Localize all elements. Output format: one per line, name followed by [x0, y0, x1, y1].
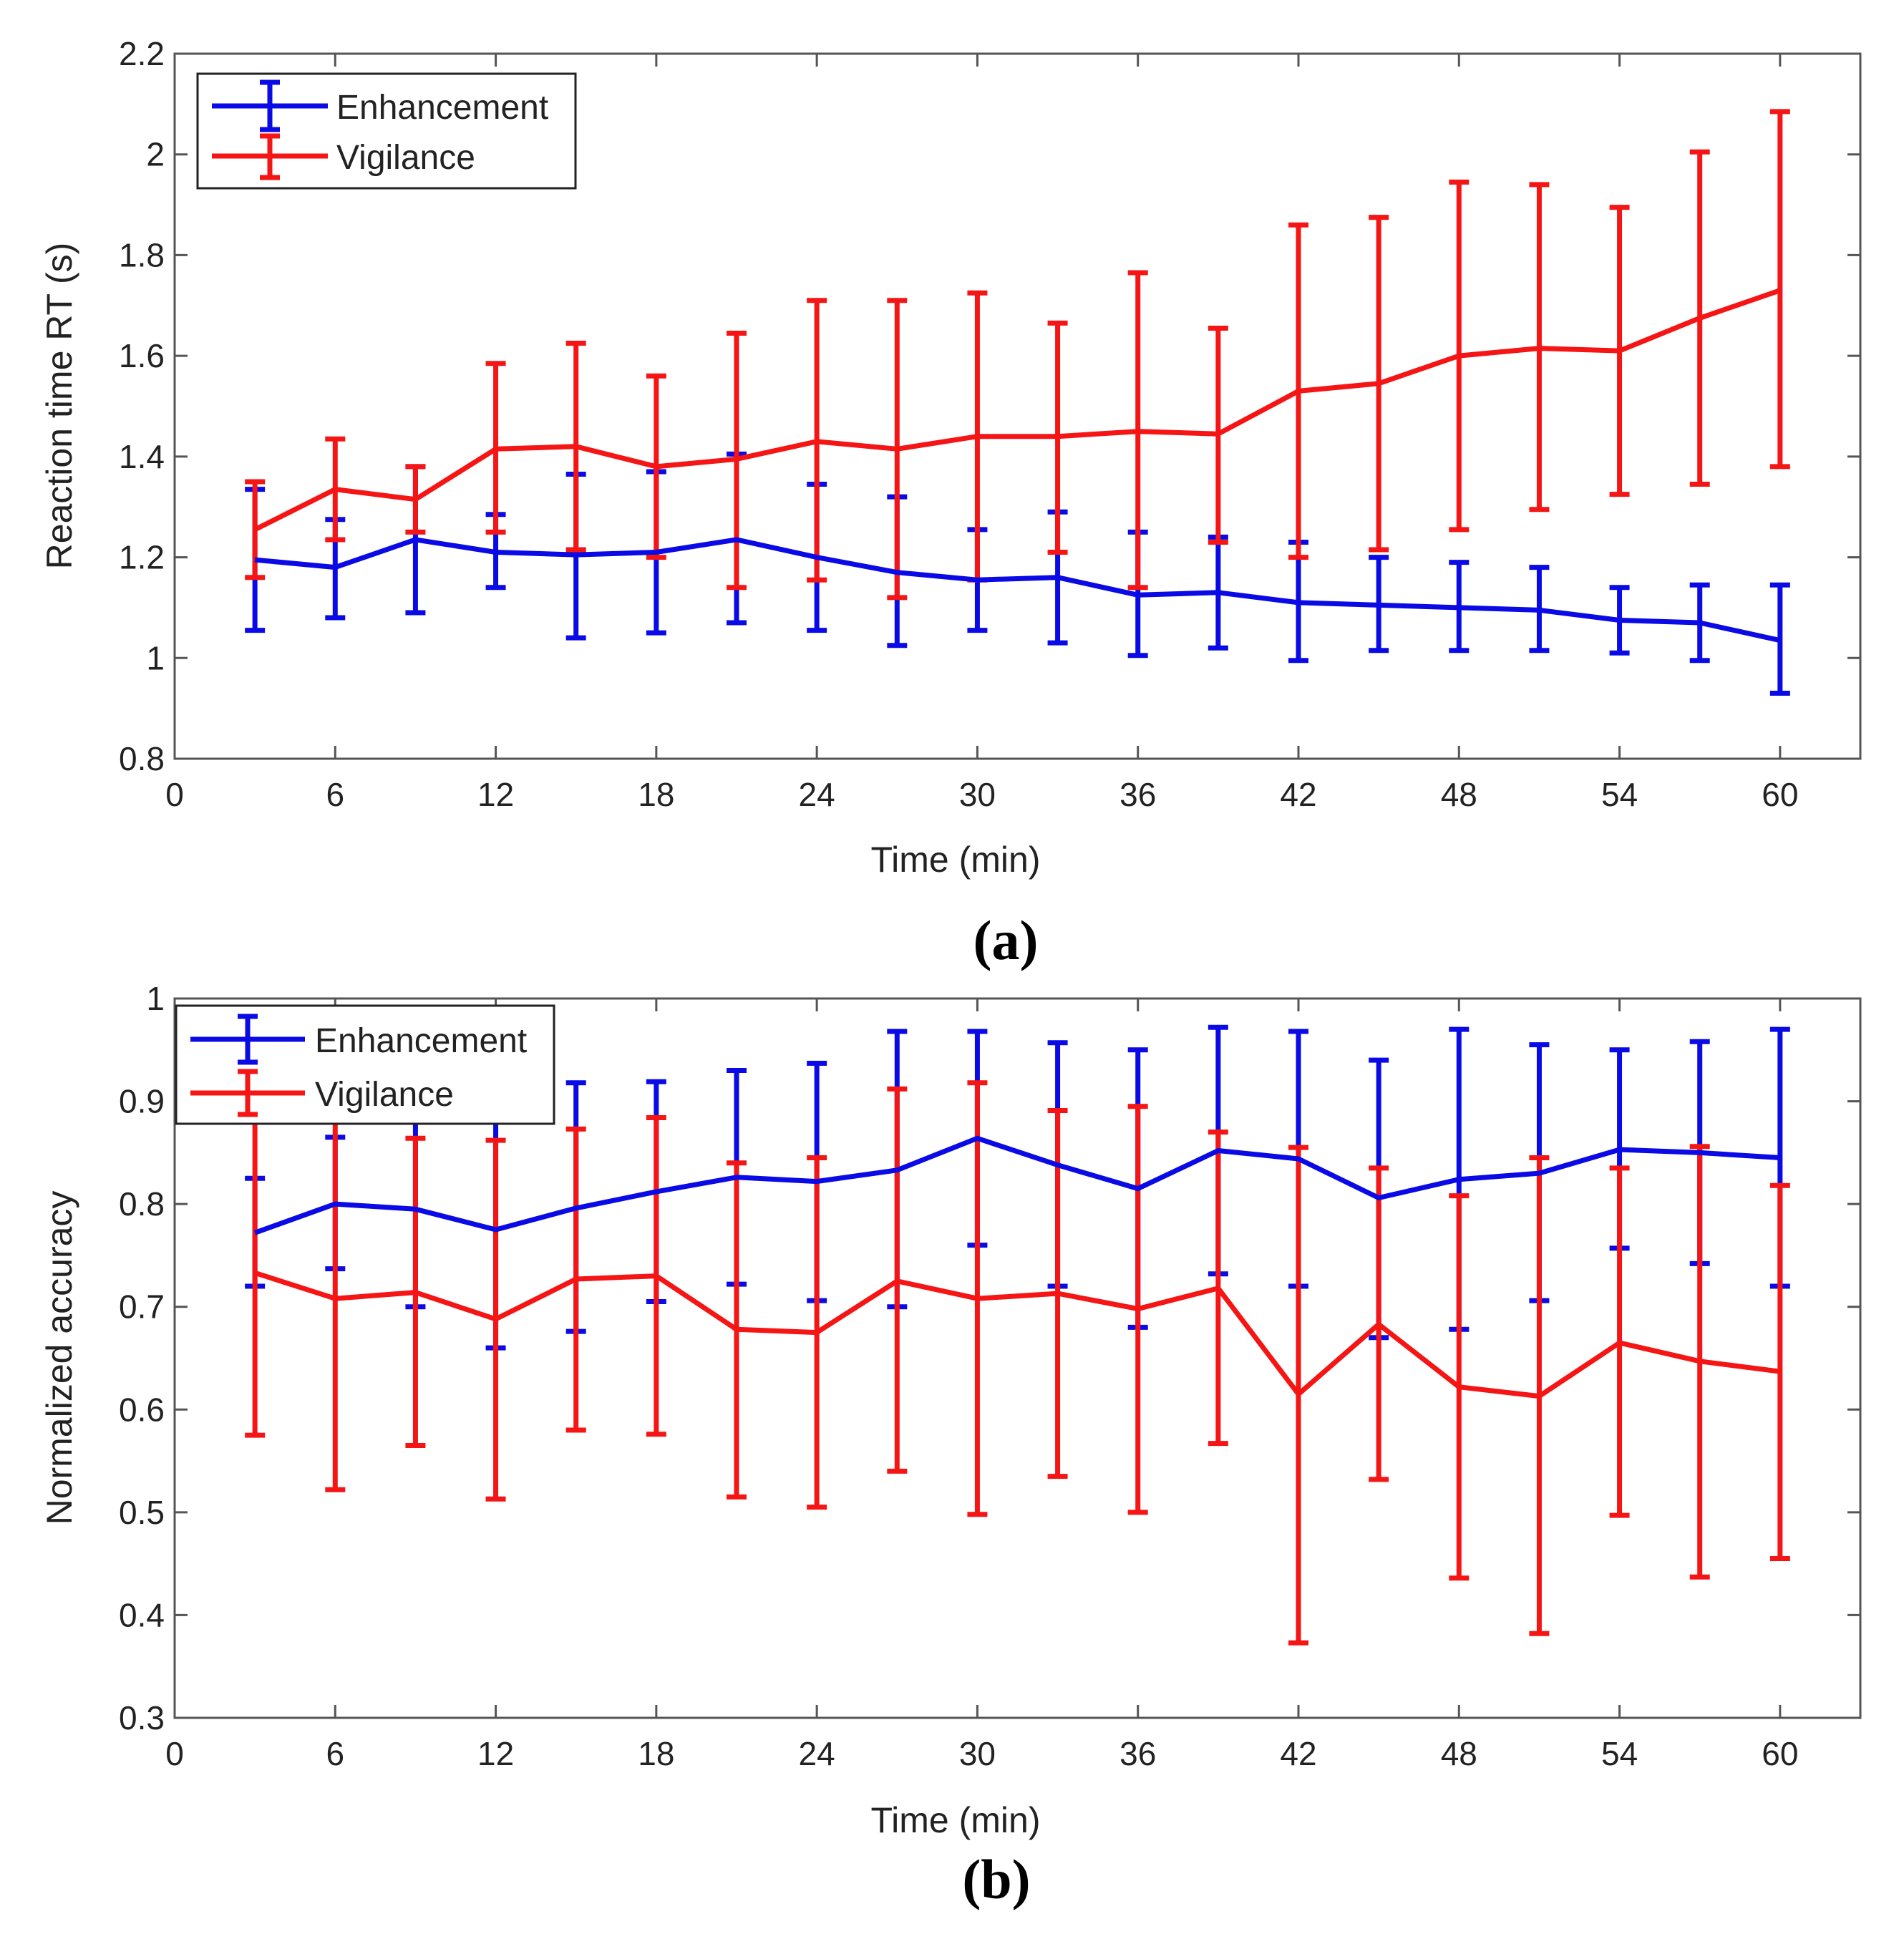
y-tick-label: 0.8 — [119, 740, 165, 777]
x-tick-label: 30 — [959, 1735, 996, 1772]
y-tick-label: 0.9 — [119, 1083, 165, 1120]
y-tick-label: 1 — [146, 639, 165, 676]
y-tick-label: 0.3 — [119, 1699, 165, 1736]
x-tick-label: 0 — [165, 1735, 184, 1772]
x-tick-label: 54 — [1601, 1735, 1638, 1772]
y-tick-label: 0.5 — [119, 1494, 165, 1531]
x-tick-label: 60 — [1762, 1735, 1798, 1772]
legend-item-enhancement: Enhancement — [212, 79, 548, 132]
x-tick-label: 36 — [1119, 1735, 1156, 1772]
legend: Enhancement Vigilance — [175, 1004, 555, 1125]
error-bar-vigilance — [1769, 109, 1790, 470]
x-tick-label: 18 — [638, 776, 674, 813]
legend-label-vigilance: Vigilance — [315, 1076, 454, 1114]
y-tick-label: 0.7 — [119, 1288, 165, 1326]
series-line-vigilance — [254, 1270, 1781, 1399]
series-line-enhancement — [253, 1135, 1781, 1235]
x-tick-label: 12 — [477, 776, 514, 813]
x-tick-label: 12 — [477, 1735, 514, 1772]
y-tick-label: 2.2 — [119, 35, 165, 72]
y-tick-label: 1 — [146, 980, 165, 1017]
x-axis-label: Time (min) — [870, 840, 1040, 880]
legend-item-vigilance: Vigilance — [212, 133, 475, 180]
x-axis: 0 6 12 18 24 30 36 42 48 54 60 — [165, 54, 1798, 813]
x-tick-label: 42 — [1280, 1735, 1316, 1772]
legend-label-vigilance: Vigilance — [336, 139, 475, 177]
chart-b: 0.3 0.4 0.5 0.6 0.7 0.8 0.9 1 0 6 12 18 24 30 36 42 48 5… — [39, 980, 1862, 1910]
y-tick-label: 1.8 — [119, 236, 165, 273]
x-tick-label: 0 — [165, 776, 184, 813]
x-tick-label: 42 — [1280, 776, 1316, 813]
x-axis-label: Time (min) — [870, 1800, 1040, 1840]
y-tick-label: 0.4 — [119, 1596, 165, 1633]
x-tick-label: 48 — [1441, 1735, 1477, 1772]
chart-a: 0.8 1 1.2 1.4 1.6 1.8 2 2.2 0 6 12 18 24 30 36 42 48 54 6… — [39, 35, 1862, 971]
x-tick-label: 6 — [326, 776, 344, 813]
y-tick-label: 1.4 — [119, 438, 165, 475]
series-line-vigilance — [253, 288, 1782, 533]
legend: Enhancement Vigilance — [196, 72, 577, 190]
y-axis-label: Reaction time RT (s) — [39, 243, 79, 570]
legend-item-enhancement: Enhancement — [190, 1014, 527, 1065]
series-line-enhancement — [254, 537, 1781, 643]
y-tick-label: 1.2 — [119, 539, 165, 576]
x-tick-label: 54 — [1601, 776, 1638, 813]
legend-item-vigilance: Vigilance — [190, 1069, 454, 1117]
panel-label: (a) — [973, 909, 1039, 971]
error-bar-vigilance — [1769, 1182, 1790, 1561]
y-tick-label: 1.6 — [119, 337, 165, 374]
y-axis: 0.3 0.4 0.5 0.6 0.7 0.8 0.9 1 — [119, 980, 1860, 1736]
legend-label-enhancement: Enhancement — [315, 1022, 527, 1060]
x-tick-label: 36 — [1119, 776, 1156, 813]
x-tick-label: 30 — [959, 776, 996, 813]
panel-label: (b) — [962, 1848, 1030, 1910]
x-tick-label: 24 — [799, 776, 835, 813]
x-tick-label: 18 — [638, 1735, 674, 1772]
y-tick-label: 2 — [146, 136, 165, 173]
y-axis-label: Normalized accuracy — [39, 1191, 79, 1525]
x-tick-label: 6 — [326, 1735, 344, 1772]
x-tick-label: 24 — [799, 1735, 835, 1772]
x-axis: 0 6 12 18 24 30 36 42 48 54 60 — [165, 998, 1798, 1772]
legend-label-enhancement: Enhancement — [336, 89, 548, 127]
x-tick-label: 48 — [1441, 776, 1477, 813]
y-tick-label: 0.8 — [119, 1185, 165, 1223]
x-tick-label: 60 — [1762, 776, 1798, 813]
y-tick-label: 0.6 — [119, 1391, 165, 1428]
y-axis: 0.8 1 1.2 1.4 1.6 1.8 2 2.2 — [119, 35, 1860, 777]
